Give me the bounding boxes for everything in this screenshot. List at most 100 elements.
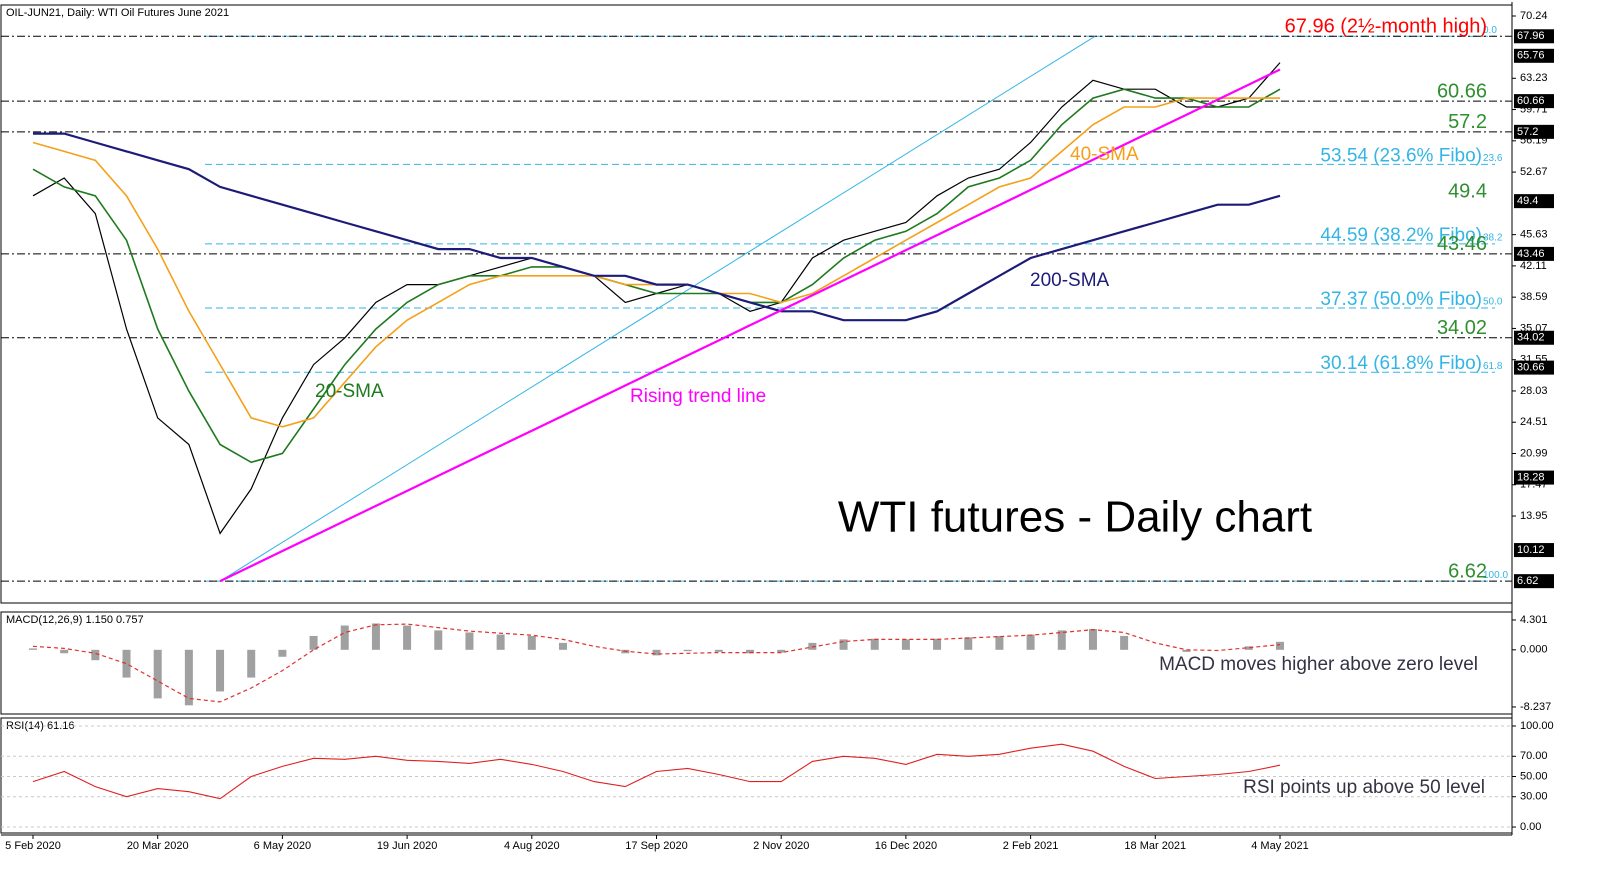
- macd-bar: [995, 635, 1004, 650]
- series-line: [32, 88, 1281, 464]
- macd-bar: [870, 638, 879, 650]
- level-box: [1514, 194, 1554, 209]
- series-line: [33, 132, 1281, 322]
- x-tick-label: 16 Dec 2020: [875, 840, 937, 852]
- x-tick-label: 2 Nov 2020: [753, 840, 809, 852]
- macd-bar: [1182, 649, 1191, 652]
- macd-bar: [1088, 629, 1097, 650]
- macd-bar: [434, 630, 443, 650]
- macd-bar: [184, 649, 193, 706]
- level-box-label: 60.66: [1517, 95, 1545, 107]
- level-box-label: 49.4: [1517, 195, 1538, 207]
- panel-annotation: RSI points up above 50 level: [1243, 777, 1485, 798]
- fibo-level-label: 50.0: [1483, 297, 1503, 308]
- y-tick-label: -8.237: [1520, 701, 1551, 713]
- macd-bar: [558, 642, 567, 650]
- macd-bar: [278, 649, 287, 657]
- level-box: [1514, 48, 1554, 63]
- series-name-label: 40-SMA: [1070, 144, 1139, 165]
- level-box-label: 6.62: [1517, 575, 1538, 587]
- level-annotation: 67.96 (2½-month high): [1285, 16, 1487, 38]
- x-tick-label: 18 Mar 2021: [1124, 840, 1186, 852]
- macd-bar: [964, 637, 973, 650]
- y-tick-label: 24.51: [1520, 416, 1548, 428]
- y-tick-label: 0.000: [1520, 644, 1548, 656]
- macd-bar: [153, 649, 162, 699]
- level-box: [1514, 470, 1554, 485]
- y-tick-label: 50.00: [1520, 770, 1548, 782]
- level-box-label: 43.46: [1517, 248, 1545, 260]
- y-tick-label: 0.00: [1520, 821, 1541, 833]
- x-tick-label: 17 Sep 2020: [625, 840, 687, 852]
- y-tick-label: 63.23: [1520, 72, 1548, 84]
- level-annotation: 43.46: [1437, 233, 1487, 255]
- level-annotation: 34.02: [1437, 317, 1487, 339]
- fibo-annotation: 53.54 (23.6% Fibo): [1320, 145, 1482, 166]
- macd-bar: [340, 625, 349, 650]
- level-box: [1514, 124, 1554, 139]
- x-tick-label: 4 Aug 2020: [504, 840, 560, 852]
- macd-bar: [91, 649, 100, 661]
- x-tick-label: 20 Mar 2020: [127, 840, 189, 852]
- fibo-annotation: 37.37 (50.0% Fibo): [1320, 289, 1482, 310]
- y-tick-label: 45.63: [1520, 229, 1548, 241]
- level-box-label: 65.76: [1517, 50, 1545, 62]
- y-tick-label: 100.00: [1520, 720, 1554, 732]
- y-tick-label: 70.24: [1520, 10, 1548, 22]
- macd-bar: [496, 634, 505, 650]
- level-box-label: 57.2: [1517, 126, 1538, 138]
- fibo-level-label: 100.0: [1483, 570, 1508, 581]
- macd-bar: [839, 639, 848, 650]
- level-annotation: 57.2: [1448, 111, 1487, 133]
- panel-annotation: MACD moves higher above zero level: [1159, 654, 1478, 675]
- level-annotation: 49.4: [1448, 180, 1487, 202]
- macd-bar: [652, 649, 661, 656]
- series-name-label: 20-SMA: [315, 381, 384, 402]
- level-box: [1514, 94, 1554, 109]
- macd-bar: [247, 649, 256, 678]
- chart-annotation: WTI futures - Daily chart: [838, 493, 1312, 542]
- fibo-annotation: 44.59 (38.2% Fibo): [1320, 225, 1482, 246]
- series-line: [32, 743, 1281, 800]
- level-box-label: 34.02: [1517, 332, 1545, 344]
- y-tick-label: 38.59: [1520, 291, 1548, 303]
- macd-bar: [122, 649, 131, 678]
- level-annotation: 6.62: [1448, 560, 1487, 582]
- y-tick-label: 52.67: [1520, 166, 1548, 178]
- macd-bar: [29, 648, 37, 650]
- macd-bar: [808, 642, 817, 650]
- level-box: [1514, 246, 1554, 261]
- x-tick-label: 19 Jun 2020: [377, 840, 438, 852]
- series-name-label: 200-SMA: [1030, 270, 1110, 291]
- x-tick-label: 4 May 2021: [1251, 840, 1308, 852]
- level-annotation: 60.66: [1437, 80, 1487, 102]
- x-tick-label: 5 Feb 2020: [5, 840, 61, 852]
- macd-bar: [683, 649, 692, 652]
- macd-bar: [216, 649, 225, 692]
- fibo-level-label: 0.0: [1483, 25, 1497, 36]
- macd-bar: [465, 632, 474, 650]
- macd-bar: [403, 625, 412, 650]
- x-tick-label: 6 May 2020: [254, 840, 311, 852]
- fibo-annotation: 30.14 (61.8% Fibo): [1320, 353, 1482, 374]
- macd-bar: [746, 649, 755, 654]
- fibo-level-label: 38.2: [1483, 233, 1503, 244]
- macd-bar: [1026, 634, 1035, 650]
- x-tick-label: 2 Feb 2021: [1003, 840, 1059, 852]
- level-box-label: 67.96: [1517, 30, 1545, 42]
- macd-bar: [777, 649, 786, 653]
- macd-bar: [933, 638, 942, 650]
- y-tick-label: 13.95: [1520, 510, 1548, 522]
- y-tick-label: 30.00: [1520, 791, 1548, 803]
- macd-bar: [714, 649, 723, 652]
- fibo-level-label: 23.6: [1483, 153, 1503, 164]
- fibo-level-label: 61.8: [1483, 361, 1503, 372]
- level-box: [1514, 574, 1554, 589]
- macd-bar: [1120, 635, 1129, 650]
- fibo-diagonal: [219, 35, 1096, 582]
- level-box: [1514, 543, 1554, 558]
- level-box: [1514, 29, 1554, 44]
- panel-title: OIL-JUN21, Daily: WTI Oil Futures June 2…: [6, 7, 229, 19]
